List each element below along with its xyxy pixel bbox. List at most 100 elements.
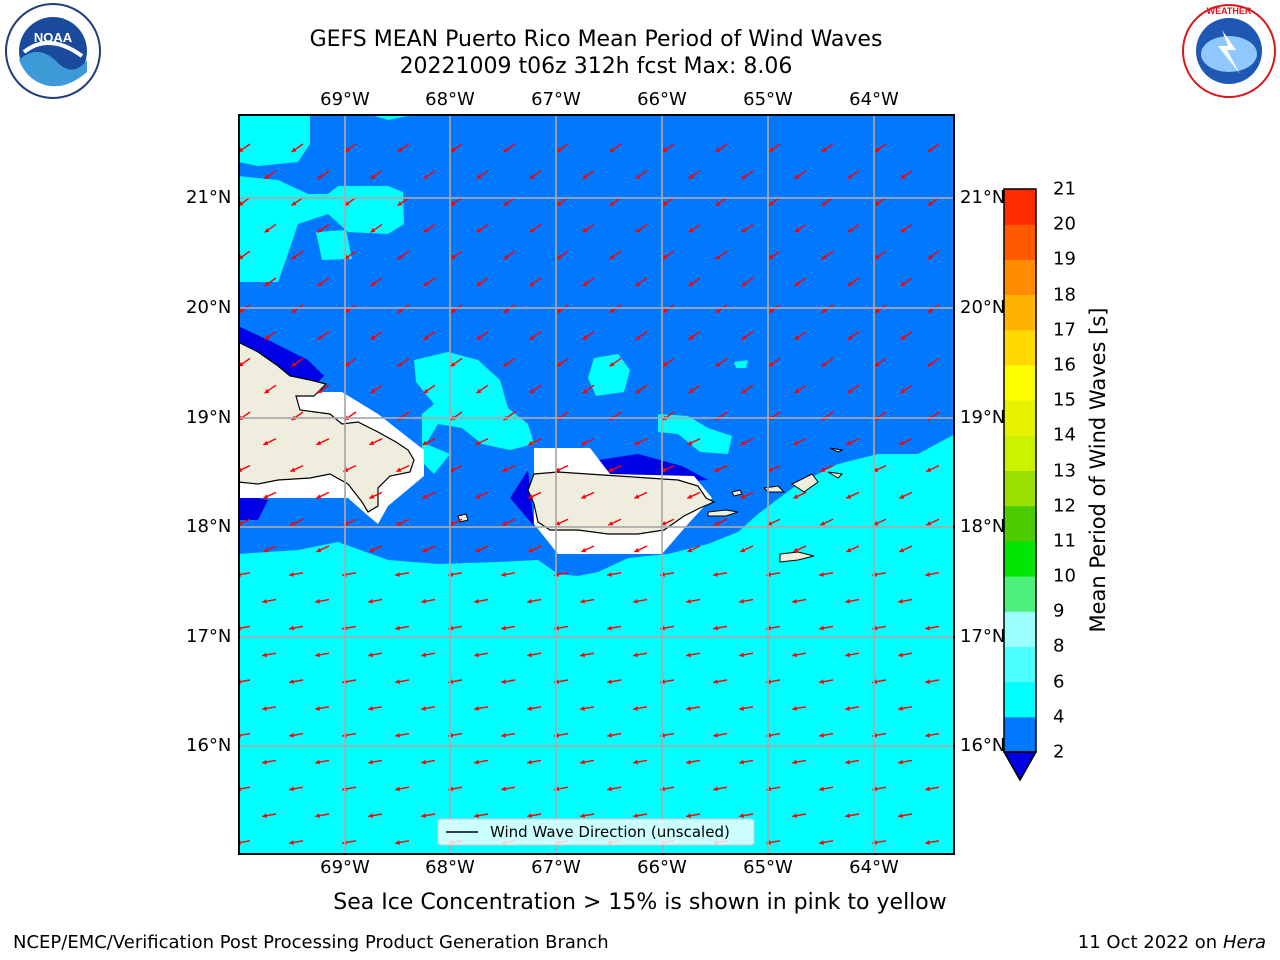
- noaa-logo-text: NOAA: [34, 30, 73, 45]
- wind-arrow-head: [713, 679, 718, 685]
- wind-wave-direction-arrows: [238, 143, 940, 845]
- wind-arrow-head: [527, 652, 532, 658]
- colorbar-tick-label: 21: [1053, 178, 1076, 200]
- wind-arrow-head: [741, 281, 747, 287]
- wind-arrow-head: [688, 281, 694, 287]
- wind-arrow-head: [450, 254, 456, 260]
- wind-arrow-head: [370, 174, 376, 179]
- wind-arrow-head: [315, 813, 320, 819]
- wind-arrow-head: [397, 308, 403, 313]
- wind-arrow-head: [898, 652, 903, 658]
- wind-arrow-head: [529, 388, 535, 394]
- wind-arrow-head: [317, 227, 323, 233]
- wind-arrow-head: [368, 652, 373, 658]
- wind-arrow-head: [927, 308, 933, 313]
- footer-host: Hera: [1222, 932, 1266, 953]
- lon-tick-top-68w: 68°W: [425, 89, 475, 110]
- wind-arrow-head: [713, 786, 718, 792]
- wind-arrow-head: [450, 308, 456, 313]
- wind-arrow-head: [926, 467, 932, 472]
- colorbar-tick-label: 16: [1053, 354, 1076, 376]
- colorbar-tick-label: 6: [1053, 671, 1065, 693]
- colorbar-segment: [1004, 435, 1036, 471]
- wind-arrow-head: [501, 732, 506, 738]
- wind-arrow-head: [264, 335, 270, 340]
- colorbar-tick-label: 18: [1053, 284, 1076, 306]
- period-band-under-2-hispaniola: [238, 326, 324, 390]
- wind-arrow-head: [898, 598, 903, 604]
- wind-arrow-head: [369, 547, 375, 553]
- wind-arrow-head: [609, 147, 615, 153]
- lon-tick-bottom-68w: 68°W: [425, 857, 475, 878]
- wind-arrow-head: [264, 174, 270, 179]
- wind-arrow-head: [315, 759, 320, 765]
- wind-arrow-head: [925, 572, 930, 577]
- wind-arrow-head: [634, 494, 640, 499]
- wind-arrow-head: [264, 281, 270, 287]
- wind-arrow-head: [715, 361, 721, 367]
- wind-arrow-head: [874, 254, 880, 260]
- wind-arrow-head: [262, 598, 267, 604]
- wind-arrow-head: [607, 732, 612, 738]
- wind-arrow-head: [874, 361, 880, 367]
- lat-tick-right-19n: 19°N: [960, 407, 1006, 428]
- land-puerto-rico: [527, 471, 716, 535]
- island-vieques: [707, 509, 739, 517]
- colorbar-segment: [1004, 540, 1036, 577]
- wind-arrow-head: [845, 598, 850, 604]
- wind-arrow-head: [582, 335, 588, 340]
- wind-arrow-head: [503, 254, 509, 260]
- wind-arrow-head: [608, 467, 614, 472]
- wind-arrow-head: [289, 840, 294, 845]
- wind-arrow-head: [580, 706, 585, 711]
- wind-arrow-head: [900, 388, 906, 394]
- wind-arrow-head: [582, 174, 588, 179]
- wind-arrow-head: [845, 652, 850, 658]
- wind-arrow-head: [291, 361, 297, 367]
- wind-arrow-head: [820, 521, 826, 526]
- wind-arrow-head: [474, 813, 479, 819]
- wind-arrow-head: [474, 652, 479, 658]
- wind-arrow-head: [926, 521, 932, 526]
- wind-arrow-head: [925, 679, 930, 685]
- wind-arrow-head: [263, 494, 269, 499]
- wind-arrow-head: [529, 281, 535, 287]
- wind-arrow-head: [263, 547, 269, 553]
- wind-arrow-head: [819, 840, 824, 845]
- wind-arrow-head: [927, 201, 933, 206]
- wind-arrow-head: [794, 388, 800, 394]
- wind-arrow-head: [794, 335, 800, 340]
- wind-arrow-head: [821, 147, 827, 153]
- wind-arrow-head: [821, 361, 827, 367]
- wind-arrow-head: [262, 652, 267, 658]
- wind-arrow-head: [900, 281, 906, 287]
- wind-arrow-head: [821, 308, 827, 313]
- wind-arrow-head: [291, 201, 297, 206]
- wind-arrow-head: [686, 706, 691, 711]
- wind-arrow-head: [370, 388, 376, 394]
- wind-arrow-head: [397, 147, 403, 153]
- wind-arrow-head: [581, 547, 587, 553]
- wind-arrow-head: [633, 813, 638, 819]
- wind-arrow-head: [821, 254, 827, 260]
- colorbar: [1002, 188, 1038, 782]
- period-band-under-2-sw: [238, 494, 268, 520]
- wind-arrow-head: [291, 147, 297, 153]
- wind-arrow-head: [925, 625, 930, 631]
- wind-arrow-head: [421, 706, 426, 711]
- wind-arrow-head: [635, 281, 641, 287]
- island-virgin-3: [827, 471, 844, 479]
- wind-arrow-head: [739, 706, 744, 711]
- colorbar-tick-label: 11: [1053, 530, 1076, 552]
- lon-tick-bottom-65w: 65°W: [743, 857, 793, 878]
- wind-arrow-head: [368, 706, 373, 711]
- wind-arrow-head: [609, 361, 615, 367]
- wind-arrow-head: [527, 706, 532, 711]
- period-band-4-6-center: [414, 352, 534, 474]
- wind-arrow-head: [688, 227, 694, 233]
- wind-arrow-head: [688, 335, 694, 340]
- period-band-4-6-east-3: [734, 360, 748, 368]
- wind-arrow-head: [662, 308, 668, 313]
- period-band-4-6-east-1: [588, 354, 630, 396]
- colorbar-tick-label: 13: [1053, 460, 1076, 481]
